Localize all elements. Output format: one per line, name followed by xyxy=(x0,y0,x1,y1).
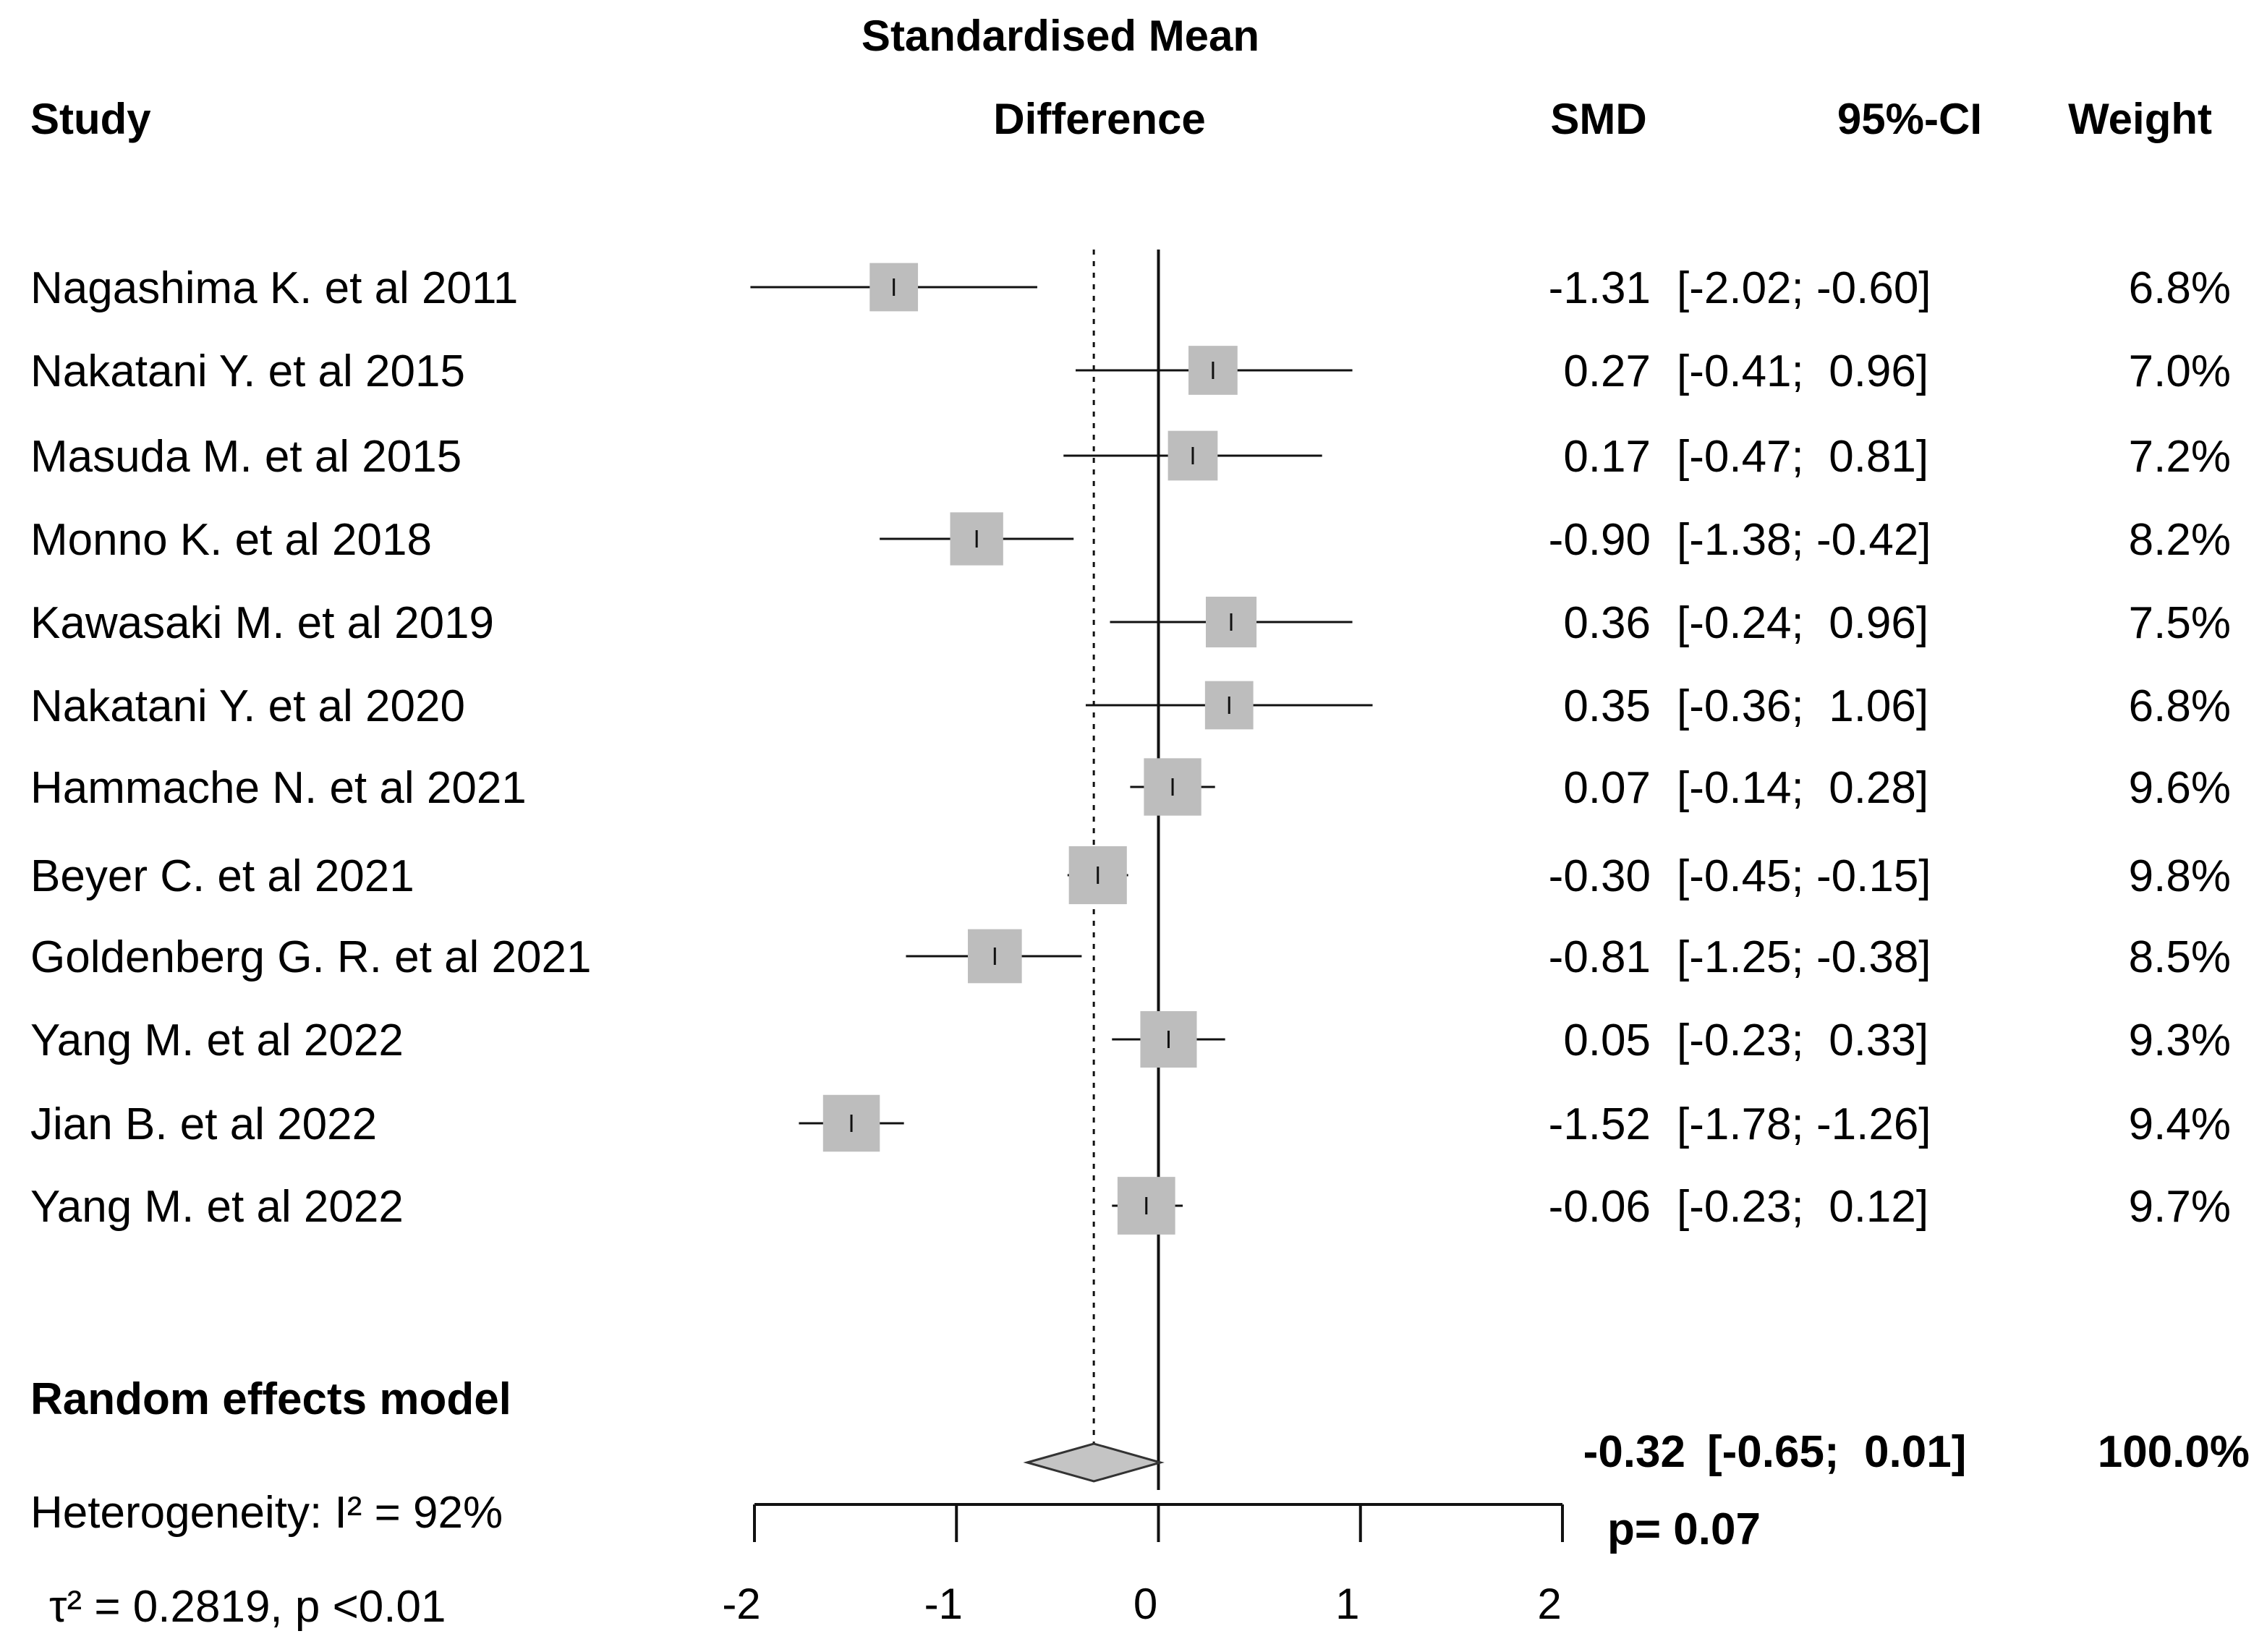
smd-value: -0.81 xyxy=(1549,932,1651,982)
x-axis-tick-label: 1 xyxy=(1335,1580,1359,1628)
x-axis-tick-label: -2 xyxy=(722,1580,760,1628)
study-row: Yang M. et al 2022 -0.06 [-0.23; 0.12] 9.7% xyxy=(30,1177,2231,1235)
smd-value: -0.30 xyxy=(1549,851,1651,901)
ci-value: [-1.25; -0.38] xyxy=(1677,932,1931,982)
header-plot-title-line1: Standardised Mean xyxy=(862,12,1259,60)
ci-value: [-0.14; 0.28] xyxy=(1677,763,1928,813)
weight-value: 9.3% xyxy=(2129,1016,2231,1065)
ci-value: [-0.41; 0.96] xyxy=(1677,346,1928,396)
header-ci: 95%-CI xyxy=(1837,95,1982,143)
pooled-weight: 100.0% xyxy=(2098,1427,2250,1477)
study-label: Masuda M. et al 2015 xyxy=(30,432,462,482)
smd-value: 0.05 xyxy=(1563,1016,1651,1065)
smd-value: -1.31 xyxy=(1549,263,1651,313)
study-row: Nakatani Y. et al 2015 0.27 [-0.41; 0.96] 7… xyxy=(30,346,2231,396)
ci-value: [-0.24; 0.96] xyxy=(1677,598,1928,648)
weight-value: 9.4% xyxy=(2129,1099,2231,1149)
weight-value: 6.8% xyxy=(2129,681,2231,731)
weight-value: 6.8% xyxy=(2129,263,2231,313)
study-label: Kawasaki M. et al 2019 xyxy=(30,598,494,648)
pooled-p-value: p= 0.07 xyxy=(1607,1504,1761,1554)
study-rows: Nagashima K. et al 2011 -1.31 [-2.02; -0.6… xyxy=(30,263,2231,1235)
ci-value: [-0.45; -0.15] xyxy=(1677,851,1931,901)
study-row: Hammache N. et al 2021 0.07 [-0.14; 0.28] 9… xyxy=(30,758,2231,816)
study-label: Nagashima K. et al 2011 xyxy=(30,263,518,313)
study-label: Yang M. et al 2022 xyxy=(30,1182,404,1232)
study-label: Monno K. et al 2018 xyxy=(30,515,432,565)
ci-value: [-1.78; -1.26] xyxy=(1677,1099,1931,1149)
x-axis-tick-label: -1 xyxy=(924,1580,963,1628)
study-row: Goldenberg G. R. et al 2021 -0.81 [-1.25; … xyxy=(30,929,2231,984)
smd-value: 0.17 xyxy=(1563,432,1651,482)
weight-value: 9.8% xyxy=(2129,851,2231,901)
pooled-label: Random effects model xyxy=(30,1374,511,1424)
study-row: Jian B. et al 2022 -1.52 [-1.78; -1.26] 9.4… xyxy=(30,1094,2231,1152)
x-axis-tick-label: 0 xyxy=(1134,1580,1157,1628)
weight-value: 9.7% xyxy=(2129,1182,2231,1232)
study-row: Masuda M. et al 2015 0.17 [-0.47; 0.81] 7.2… xyxy=(30,430,2231,482)
ci-value: [-0.23; 0.12] xyxy=(1677,1182,1928,1232)
ci-value: [-0.23; 0.33] xyxy=(1677,1016,1928,1065)
weight-value: 9.6% xyxy=(2129,763,2231,813)
weight-value: 7.5% xyxy=(2129,598,2231,648)
study-label: Jian B. et al 2022 xyxy=(30,1099,377,1149)
ci-value: [-2.02; -0.60] xyxy=(1677,263,1931,313)
header-weight: Weight xyxy=(2068,95,2212,143)
study-label: Yang M. et al 2022 xyxy=(30,1016,404,1065)
study-row: Nagashima K. et al 2011 -1.31 [-2.02; -0.6… xyxy=(30,263,2231,313)
x-axis: -2 -1 0 1 2 xyxy=(722,1503,1564,1628)
study-label: Nakatani Y. et al 2020 xyxy=(30,681,465,731)
study-label: Beyer C. et al 2021 xyxy=(30,851,414,901)
ci-value: [-1.38; -0.42] xyxy=(1677,515,1931,565)
heterogeneity-tau2: τ² = 0.2819, p <0.01 xyxy=(49,1582,446,1632)
weight-value: 7.2% xyxy=(2129,432,2231,482)
smd-value: 0.07 xyxy=(1563,763,1651,813)
weight-value: 8.5% xyxy=(2129,932,2231,982)
smd-value: 0.27 xyxy=(1563,346,1651,396)
smd-value: -0.90 xyxy=(1549,515,1651,565)
study-label: Hammache N. et al 2021 xyxy=(30,763,527,813)
pooled-row: Random effects model -0.32 [-0.65; 0.01]… xyxy=(30,1374,2250,1554)
study-row: Nakatani Y. et al 2020 0.35 [-0.36; 1.06] 6… xyxy=(30,681,2231,731)
study-row: Yang M. et al 2022 0.05 [-0.23; 0.33] 9.3% xyxy=(30,1010,2231,1068)
pooled-smd: -0.32 xyxy=(1583,1427,1685,1477)
header-plot-title-line2: Difference xyxy=(993,95,1205,143)
study-row: Kawasaki M. et al 2019 0.36 [-0.24; 0.96] 7… xyxy=(30,596,2231,648)
weight-value: 7.0% xyxy=(2129,346,2231,396)
ci-value: [-0.47; 0.81] xyxy=(1677,432,1928,482)
smd-value: 0.36 xyxy=(1563,598,1651,648)
study-row: Monno K. et al 2018 -0.90 [-1.38; -0.42] 8.… xyxy=(30,512,2231,566)
pooled-ci: [-0.65; 0.01] xyxy=(1707,1427,1966,1477)
study-label: Nakatani Y. et al 2015 xyxy=(30,346,465,396)
study-row: Beyer C. et al 2021 -0.30 [-0.45; -0.15] 9.… xyxy=(30,846,2231,905)
smd-value: 0.35 xyxy=(1563,681,1651,731)
ci-value: [-0.36; 1.06] xyxy=(1677,681,1928,731)
pooled-diamond xyxy=(1023,1442,1165,1483)
smd-value: -1.52 xyxy=(1549,1099,1651,1149)
header-study: Study xyxy=(30,95,151,143)
heterogeneity-i2: Heterogeneity: I² = 92% xyxy=(30,1488,503,1538)
study-label: Goldenberg G. R. et al 2021 xyxy=(30,932,591,982)
x-axis-tick-label: 2 xyxy=(1537,1580,1561,1628)
header-smd: SMD xyxy=(1550,95,1646,143)
header: Standardised Mean Study Difference SMD 9… xyxy=(30,12,2212,143)
smd-value: -0.06 xyxy=(1549,1182,1651,1232)
weight-value: 8.2% xyxy=(2129,515,2231,565)
